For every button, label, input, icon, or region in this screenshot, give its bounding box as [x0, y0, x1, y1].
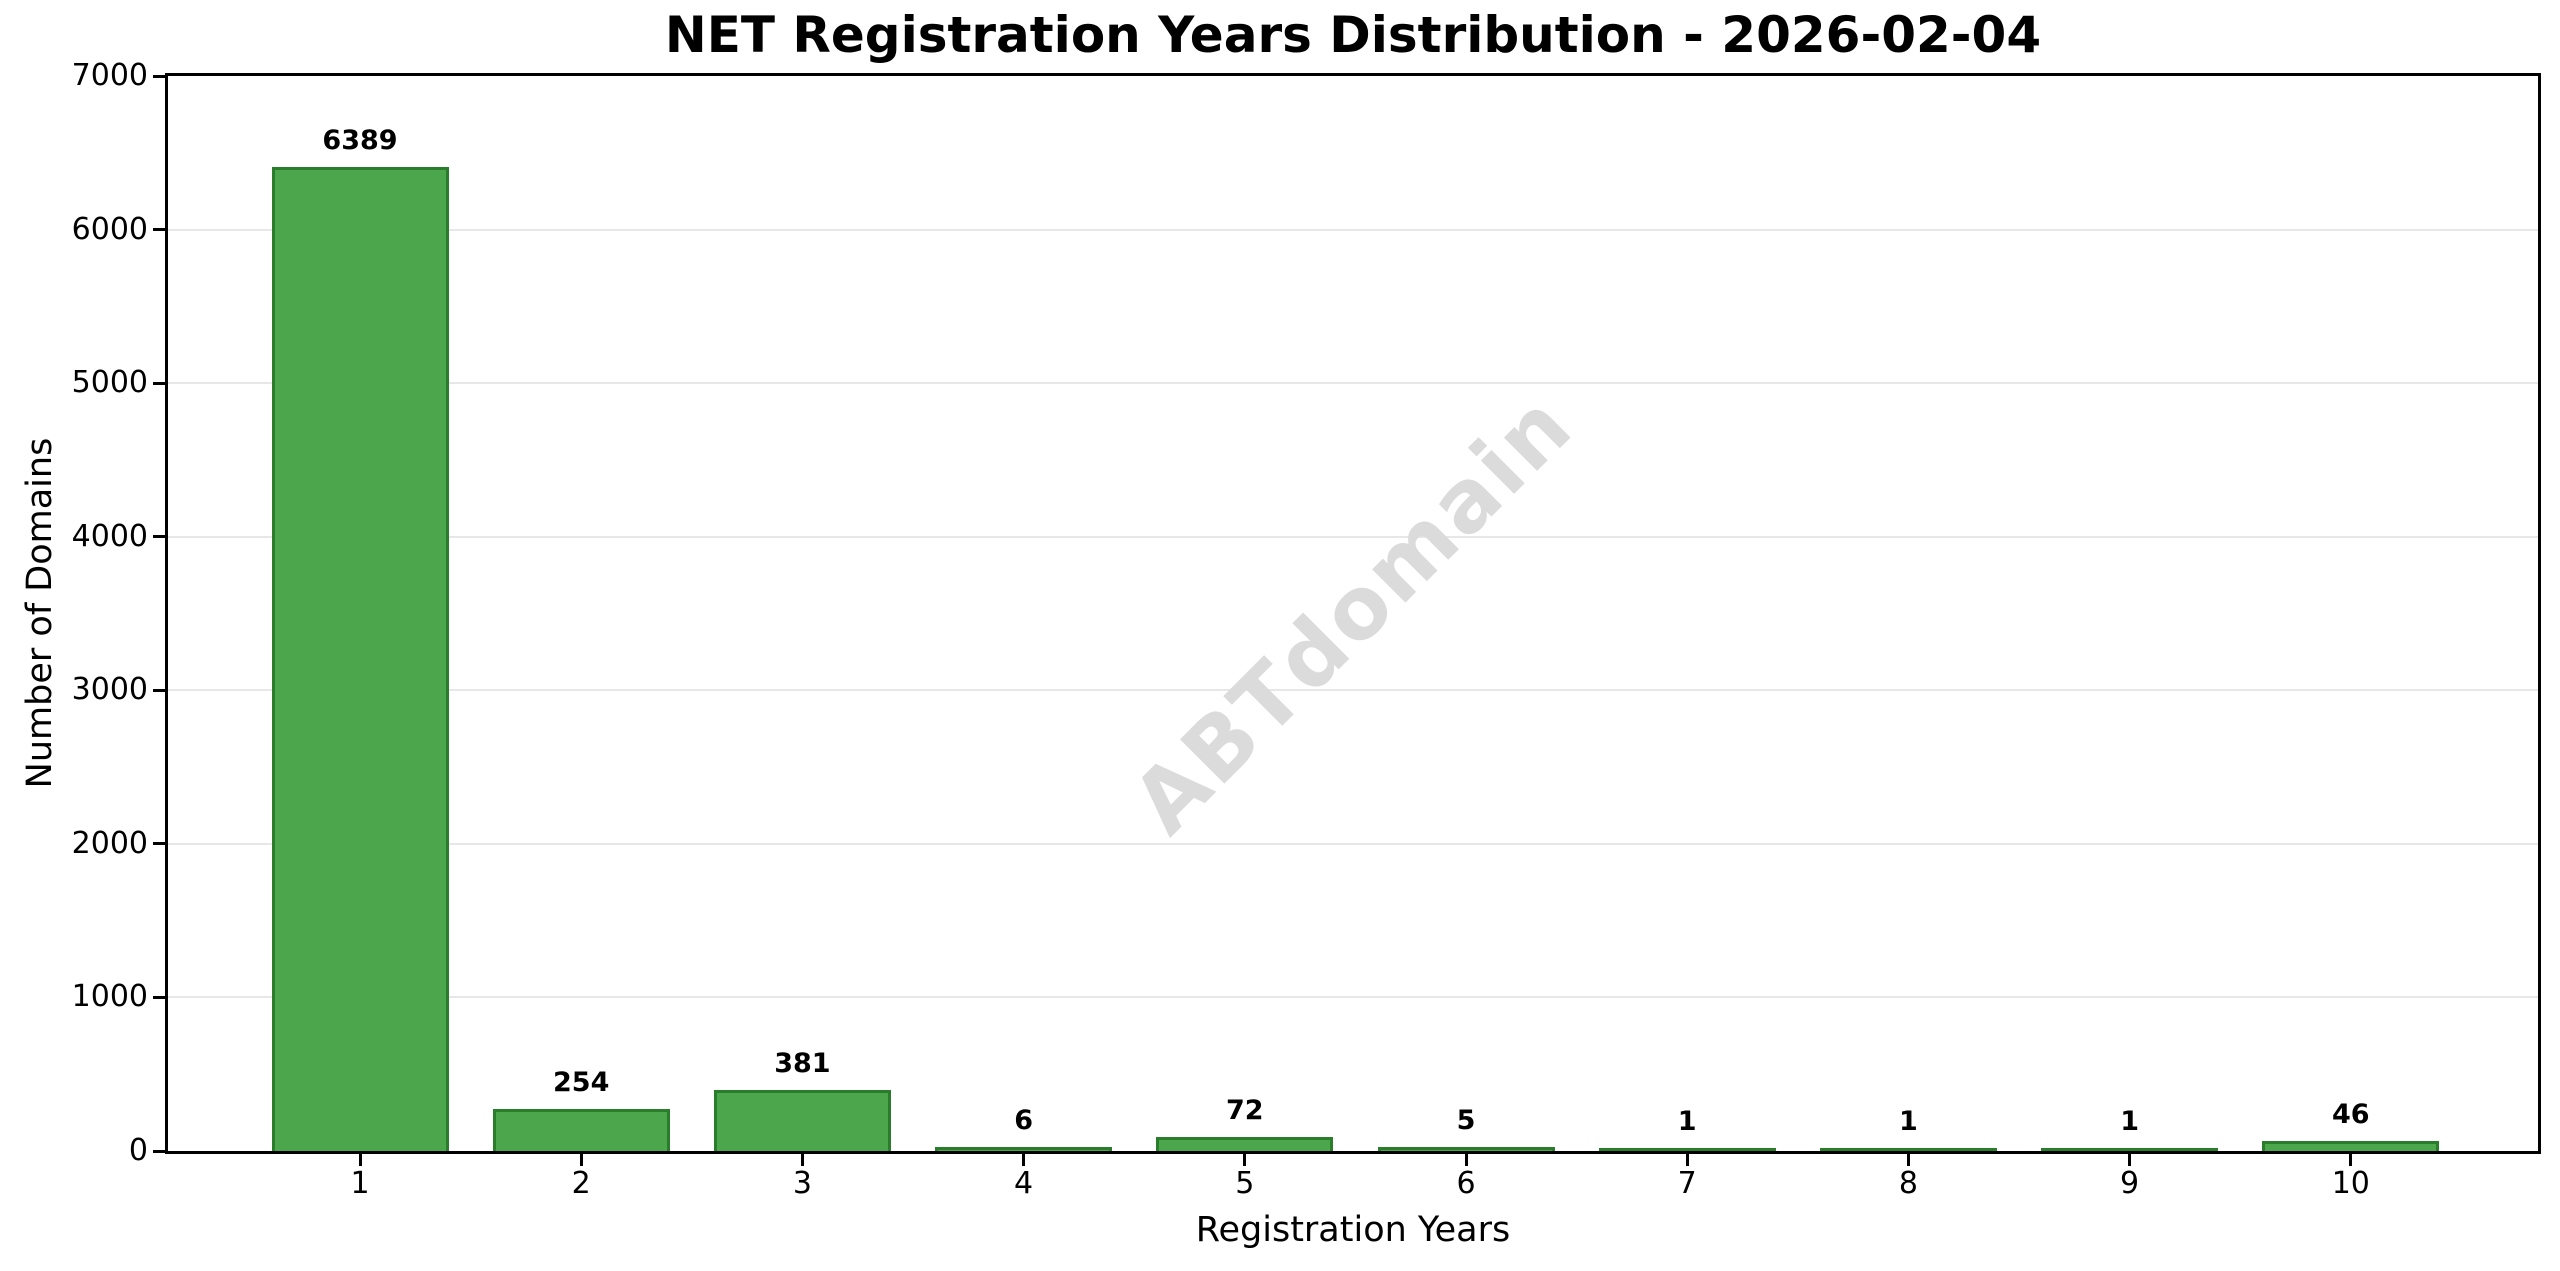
- bar-year-3: [713, 1089, 891, 1151]
- bar-value-label: 1: [2120, 1105, 2139, 1137]
- xtick-label: 4: [1014, 1166, 1034, 1201]
- ytick-label: 4000: [71, 518, 148, 554]
- bar-year-6: [1377, 1147, 1555, 1151]
- bar-year-8: [1819, 1147, 1997, 1151]
- gridline-3000: [168, 689, 2538, 692]
- x-axis-label: Registration Years: [1195, 1210, 1511, 1250]
- ytick-mark: [153, 228, 167, 232]
- watermark: ABTdomain: [1113, 374, 1593, 853]
- ytick-label: 3000: [71, 672, 148, 708]
- gridline-2000: [168, 842, 2538, 845]
- bar-year-10: [2262, 1140, 2440, 1151]
- y-axis-label: Number of Domains: [20, 437, 60, 789]
- bar-value-label: 6: [1014, 1105, 1033, 1137]
- xtick-mark: [2349, 1154, 2353, 1166]
- bar-year-1: [271, 166, 449, 1151]
- ytick-mark: [153, 381, 167, 385]
- ytick-label: 1000: [71, 979, 148, 1015]
- ytick-mark: [153, 842, 167, 846]
- ytick-mark: [153, 688, 167, 692]
- bar-year-2: [492, 1109, 670, 1151]
- chart-title: NET Registration Years Distribution - 20…: [664, 6, 2042, 64]
- plot-area: ABTdomain 6389 254 381 6 72 5 1 1 1 46: [165, 73, 2541, 1154]
- xtick-mark: [1243, 1154, 1247, 1166]
- bar-year-5: [1156, 1136, 1334, 1151]
- xtick-label: 9: [2120, 1166, 2140, 1201]
- xtick-label: 3: [792, 1166, 812, 1201]
- xtick-label: 5: [1235, 1166, 1255, 1201]
- bar-value-label: 5: [1456, 1105, 1476, 1137]
- xtick-mark: [1906, 1154, 1910, 1166]
- xtick-mark: [2128, 1154, 2132, 1166]
- xtick-label: 2: [571, 1166, 591, 1201]
- xtick-label: 10: [2331, 1166, 2370, 1201]
- ytick-mark: [153, 74, 167, 78]
- xtick-mark: [1464, 1154, 1468, 1166]
- bar-value-label: 46: [2332, 1098, 2370, 1130]
- ytick-mark: [153, 995, 167, 999]
- xtick-label: 8: [1898, 1166, 1918, 1201]
- ytick-label: 0: [128, 1133, 148, 1168]
- xtick-label: 6: [1456, 1166, 1476, 1201]
- bar-value-label: 254: [553, 1067, 610, 1098]
- bar-value-label: 1: [1898, 1105, 1918, 1137]
- bar-year-9: [2041, 1147, 2219, 1151]
- gridline-6000: [168, 228, 2538, 231]
- gridline-5000: [168, 382, 2538, 385]
- gridline-1000: [168, 996, 2538, 999]
- xtick-mark: [1685, 1154, 1689, 1166]
- ytick-mark: [153, 535, 167, 539]
- ytick-label: 6000: [71, 211, 148, 247]
- xtick-label: 1: [350, 1166, 370, 1201]
- gridline-4000: [168, 535, 2538, 538]
- xtick-label: 7: [1677, 1166, 1697, 1201]
- ytick-label: 5000: [71, 365, 148, 401]
- bar-value-label: 1: [1677, 1105, 1697, 1137]
- bar-year-7: [1598, 1147, 1776, 1151]
- ytick-label: 2000: [71, 825, 148, 861]
- ytick-label: 7000: [71, 58, 148, 93]
- xtick-mark: [358, 1154, 362, 1166]
- xtick-mark: [579, 1154, 583, 1166]
- bar-value-label: 6389: [322, 124, 398, 156]
- bar-value-label: 72: [1226, 1094, 1264, 1126]
- xtick-mark: [1022, 1154, 1026, 1166]
- bar-year-4: [935, 1147, 1113, 1151]
- xtick-mark: [800, 1154, 804, 1166]
- bar-value-label: 381: [774, 1047, 831, 1079]
- ytick-mark: [153, 1149, 167, 1153]
